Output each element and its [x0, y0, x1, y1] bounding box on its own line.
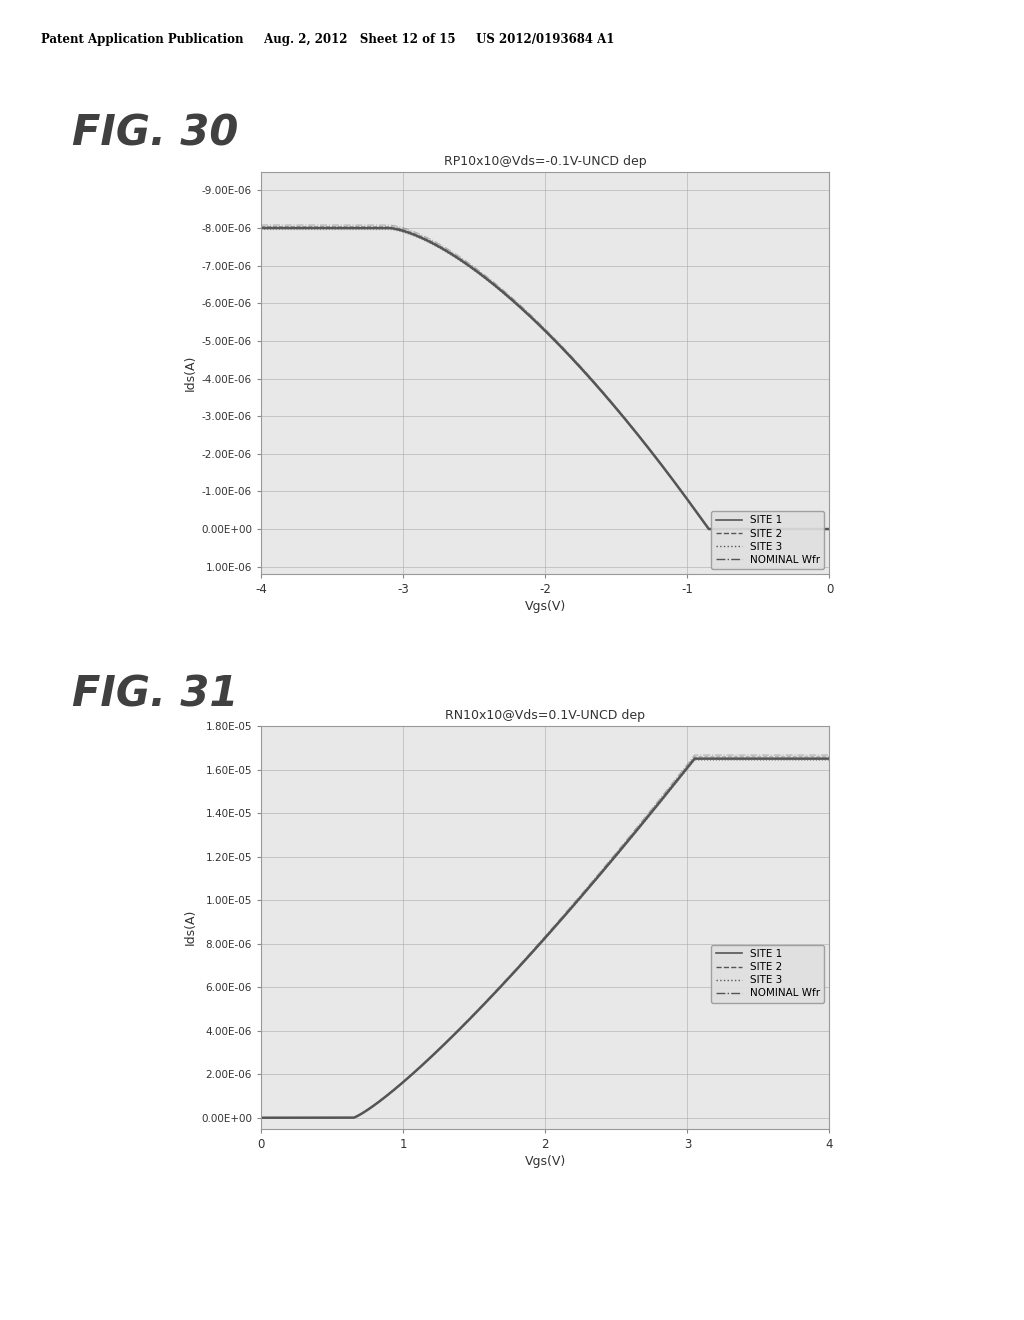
Title: RP10x10@Vds=-0.1V-UNCD dep: RP10x10@Vds=-0.1V-UNCD dep: [444, 154, 646, 168]
Y-axis label: Ids(A): Ids(A): [184, 355, 197, 391]
Y-axis label: Ids(A): Ids(A): [184, 909, 197, 945]
Legend: SITE 1, SITE 2, SITE 3, NOMINAL Wfr: SITE 1, SITE 2, SITE 3, NOMINAL Wfr: [712, 945, 824, 1003]
Title: RN10x10@Vds=0.1V-UNCD dep: RN10x10@Vds=0.1V-UNCD dep: [445, 709, 645, 722]
X-axis label: Vgs(V): Vgs(V): [524, 601, 566, 614]
Text: Patent Application Publication     Aug. 2, 2012   Sheet 12 of 15     US 2012/019: Patent Application Publication Aug. 2, 2…: [41, 33, 614, 46]
Text: FIG. 31: FIG. 31: [72, 673, 238, 715]
Legend: SITE 1, SITE 2, SITE 3, NOMINAL Wfr: SITE 1, SITE 2, SITE 3, NOMINAL Wfr: [712, 511, 824, 569]
Text: FIG. 30: FIG. 30: [72, 112, 238, 154]
X-axis label: Vgs(V): Vgs(V): [524, 1155, 566, 1168]
